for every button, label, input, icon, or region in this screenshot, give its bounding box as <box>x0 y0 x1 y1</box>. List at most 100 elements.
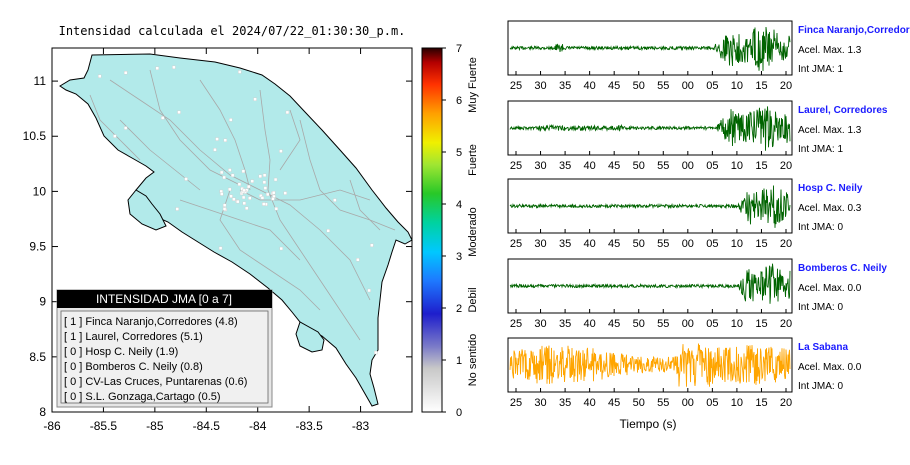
waveform-x-tick-label: 50 <box>633 160 645 172</box>
station-accel: Acel. Max. 1.3 <box>798 125 862 136</box>
station-marker <box>123 71 128 75</box>
colorbar-tick-label: 4 <box>456 199 462 211</box>
station-marker <box>172 65 176 70</box>
colorbar-tick-label: 5 <box>456 147 462 159</box>
waveform-x-tick-label: 50 <box>633 80 645 92</box>
waveform-panel: 25 30 35 40 45 50 55 00 05 10 15 20 Hosp C. Neily Ace… <box>507 178 863 250</box>
waveform-x-tick-label: 45 <box>608 160 620 172</box>
waveform-x-tick-label: 05 <box>706 80 718 92</box>
waveform-x-tick-label: 20 <box>780 160 792 172</box>
station-marker <box>333 198 337 202</box>
legend-item: [ 0 ] Hosp C. Neily (1.9) <box>64 346 178 358</box>
waveform-x-tick-label: 55 <box>657 160 669 172</box>
legend-item: [ 0 ] CV-Las Cruces, Puntarenas (0.6) <box>64 376 247 388</box>
station-marker <box>271 197 275 201</box>
station-marker <box>374 350 378 355</box>
station-marker <box>98 74 102 78</box>
station-marker <box>241 169 246 173</box>
station-marker <box>262 180 267 184</box>
station-marker <box>222 207 227 211</box>
station-markers <box>98 65 378 355</box>
station-accel: Acel. Max. 0.3 <box>798 203 862 214</box>
waveform-x-tick-label: 10 <box>731 397 743 409</box>
waveform-x-tick-label: 00 <box>682 238 694 250</box>
waveform-x-tick-label: 50 <box>633 397 645 409</box>
station-marker <box>250 179 254 183</box>
colorbar-tick-label: 6 <box>456 95 462 107</box>
station-marker <box>370 243 374 248</box>
station-marker <box>248 196 252 200</box>
waveform-x-tick-label: 05 <box>706 160 718 172</box>
road-network <box>89 69 396 341</box>
colorbar-category-label: No sentido <box>467 334 479 387</box>
station-marker <box>229 118 233 122</box>
legend-list-box <box>60 310 269 404</box>
station-name: Bomberos C. Neily <box>798 263 887 274</box>
station-marker <box>262 173 267 177</box>
waveform-x-label: Tiempo (s) <box>620 417 677 431</box>
station-marker <box>238 70 242 74</box>
legend-item: [ 1 ] Laurel, Corredores (5.1) <box>64 331 203 343</box>
waveform-x-tick-label: 15 <box>755 80 767 92</box>
station-marker <box>230 173 235 178</box>
colorbar-tick-label: 0 <box>456 407 462 419</box>
waveform-x-tick-label: 50 <box>633 318 645 330</box>
station-jma: Int JMA: 0 <box>798 381 843 392</box>
waveform-x-tick-label: 35 <box>559 238 571 250</box>
station-accel: Acel. Max. 1.3 <box>798 45 862 56</box>
waveform-x-tick-label: 45 <box>608 318 620 330</box>
station-marker <box>236 199 240 204</box>
waveform-x-tick-label: 35 <box>559 318 571 330</box>
map-x-tick-label: -83.5 <box>295 419 323 433</box>
intensity-legend: INTENSIDAD JMA [0 a 7] [ 1 ] Finca Naran… <box>56 289 273 408</box>
waveform-x-tick-label: 25 <box>510 318 522 330</box>
station-marker <box>240 186 244 191</box>
waveform-x-tick-label: 35 <box>559 80 571 92</box>
map-x-tick-label: -85 <box>146 419 164 433</box>
osa-peninsula <box>295 321 325 353</box>
map-y-tick-label: 8.5 <box>29 350 46 364</box>
legend-item: [ 0 ] Bomberos C. Neily (0.8) <box>64 361 203 373</box>
station-marker <box>241 195 246 200</box>
waveform-panel: 25 30 35 40 45 50 55 00 05 10 15 20 La Sabana Acel. M… <box>507 337 862 409</box>
station-marker <box>246 184 251 189</box>
waveform-x-tick-label: 25 <box>510 160 522 172</box>
waveform-panel: 25 30 35 40 45 50 55 00 05 10 15 20 Bomberos C. Neil… <box>507 258 887 330</box>
costa-rica-landmass <box>59 53 413 407</box>
waveform-trace <box>509 185 791 228</box>
colorbar-tick-label: 7 <box>456 43 462 55</box>
waveform-x-tick-label: 40 <box>584 318 596 330</box>
waveform-x-tick-label: 45 <box>608 397 620 409</box>
waveform-x-tick-label: 40 <box>584 80 596 92</box>
legend-item: [ 0 ] S.L. Gonzaga,Cartago (0.5) <box>64 391 221 403</box>
station-marker <box>367 288 371 293</box>
station-marker <box>260 196 265 200</box>
waveform-x-tick-label: 35 <box>559 397 571 409</box>
waveform-x-tick-label: 30 <box>534 160 546 172</box>
waveform-panels: 25 30 35 40 45 50 55 00 05 10 15 20 Finca Naranjo,Co… <box>507 20 910 409</box>
map-x-tick-label: -83 <box>352 419 370 433</box>
station-marker <box>326 229 330 233</box>
station-marker <box>219 170 224 175</box>
map-y-tick-label: 8 <box>39 405 46 419</box>
waveform-trace <box>509 106 791 151</box>
station-marker <box>279 246 283 251</box>
station-marker <box>273 177 278 182</box>
waveform-x-tick-label: 20 <box>780 397 792 409</box>
station-marker <box>222 175 226 180</box>
station-marker <box>220 192 224 196</box>
waveform-x-tick-label: 30 <box>534 397 546 409</box>
station-name: Laurel, Corredores <box>798 105 888 116</box>
waveform-x-tick-label: 25 <box>510 80 522 92</box>
station-marker <box>215 137 219 141</box>
waveform-panel: 25 30 35 40 45 50 55 00 05 10 15 20 Laurel, Corredor… <box>507 100 888 172</box>
waveform-x-tick-label: 55 <box>657 80 669 92</box>
station-jma: Int JMA: 1 <box>798 144 843 155</box>
station-jma: Int JMA: 0 <box>798 302 843 313</box>
map-x-tick-label: -84.5 <box>193 419 221 433</box>
waveform-x-tick-label: 40 <box>584 160 596 172</box>
colorbar-tick-label: 2 <box>456 303 462 315</box>
station-marker <box>242 188 246 193</box>
waveform-x-tick-label: 20 <box>780 238 792 250</box>
